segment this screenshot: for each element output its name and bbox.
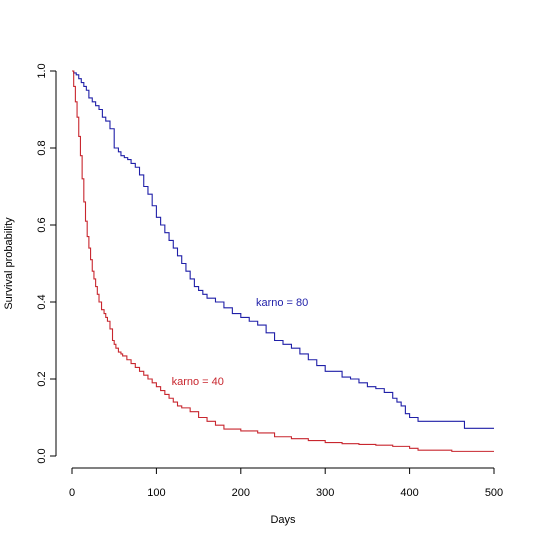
y-tick-label: 0.8 bbox=[36, 140, 48, 155]
x-axis-ticks: 0 100 200 300 400 500 bbox=[69, 468, 503, 499]
y-tick-label: 0.6 bbox=[36, 217, 48, 232]
x-axis-label: Days bbox=[270, 514, 296, 526]
axes: 0 100 200 300 400 500 0.0 0.2 0.4 0.6 0.8 1.0 bbox=[36, 63, 503, 499]
series-line-karno-40 bbox=[72, 70, 494, 452]
y-tick-label: 1.0 bbox=[36, 63, 48, 78]
x-tick-label: 500 bbox=[485, 487, 503, 499]
x-tick-label: 400 bbox=[400, 487, 418, 499]
y-tick-label: 0.4 bbox=[36, 294, 48, 309]
series-label: karno = 40 bbox=[172, 376, 224, 388]
x-tick-label: 100 bbox=[147, 487, 165, 499]
x-tick-label: 300 bbox=[316, 487, 334, 499]
series-layer: karno = 80 karno = 40 bbox=[72, 70, 494, 452]
y-axis-label: Survival probability bbox=[3, 217, 15, 310]
series-label: karno = 80 bbox=[256, 297, 308, 309]
y-axis-ticks: 0.0 0.2 0.4 0.6 0.8 1.0 bbox=[36, 63, 56, 464]
x-tick-label: 0 bbox=[69, 487, 75, 499]
x-tick-label: 200 bbox=[232, 487, 250, 499]
series-line-karno-80 bbox=[72, 70, 494, 429]
y-tick-label: 0.2 bbox=[36, 371, 48, 386]
y-tick-label: 0.0 bbox=[36, 448, 48, 463]
